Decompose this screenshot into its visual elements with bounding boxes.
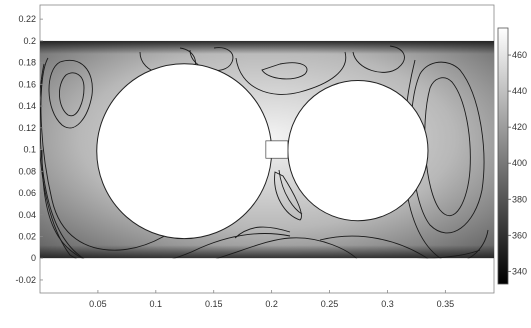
obstacle-gap-block [265, 140, 289, 159]
colorbar-tick-label: 360 [512, 230, 527, 240]
y-tick-label: 0.04 [18, 210, 36, 220]
y-tick-label: 0.1 [23, 145, 36, 155]
y-tick-label: 0.18 [18, 58, 36, 68]
streamline [274, 171, 302, 221]
x-tick-label: 0.05 [89, 299, 107, 309]
streamline [352, 45, 405, 73]
obstacle-left-circle [96, 63, 273, 240]
x-tick-label: 0.2 [265, 299, 278, 309]
streamline [424, 77, 471, 217]
streamline [319, 235, 428, 259]
colorbar [497, 27, 509, 285]
colorbar-tick-label: 460 [512, 50, 527, 60]
x-tick-label: 0.35 [437, 299, 455, 309]
streamline [234, 226, 291, 239]
streamline [216, 237, 357, 259]
y-tick-label: 0 [31, 253, 36, 263]
streamline [59, 72, 85, 117]
colorbar-tick-label: 380 [512, 194, 527, 204]
y-tick-label: 0.06 [18, 188, 36, 198]
streamline [235, 51, 347, 95]
streamline [278, 169, 303, 215]
colorbar-tick-label: 400 [512, 158, 527, 168]
y-tick-label: 0.12 [18, 123, 36, 133]
streamline [189, 47, 234, 71]
streamline [40, 79, 481, 259]
y-tick-label: 0.22 [18, 14, 36, 24]
colorbar-tick-label: 340 [512, 266, 527, 276]
x-tick-label: 0.3 [381, 299, 394, 309]
y-tick-label: 0.02 [18, 231, 36, 241]
x-tick-label: 0.1 [150, 299, 163, 309]
y-tick-label: 0.16 [18, 79, 36, 89]
streamline [40, 63, 291, 259]
streamline [41, 149, 84, 259]
colorbar-tick-label: 420 [512, 122, 527, 132]
x-tick-label: 0.15 [205, 299, 223, 309]
y-tick-label: 0.08 [18, 166, 36, 176]
streamline [48, 60, 93, 129]
y-tick-label: 0.14 [18, 101, 36, 111]
streamline [261, 62, 308, 80]
colorbar-tick-label: 440 [512, 86, 527, 96]
y-tick-label: 0.2 [23, 36, 36, 46]
obstacle-right-circle [287, 80, 429, 222]
y-tick-label: -0.02 [15, 275, 36, 285]
x-tick-label: 0.25 [321, 299, 339, 309]
